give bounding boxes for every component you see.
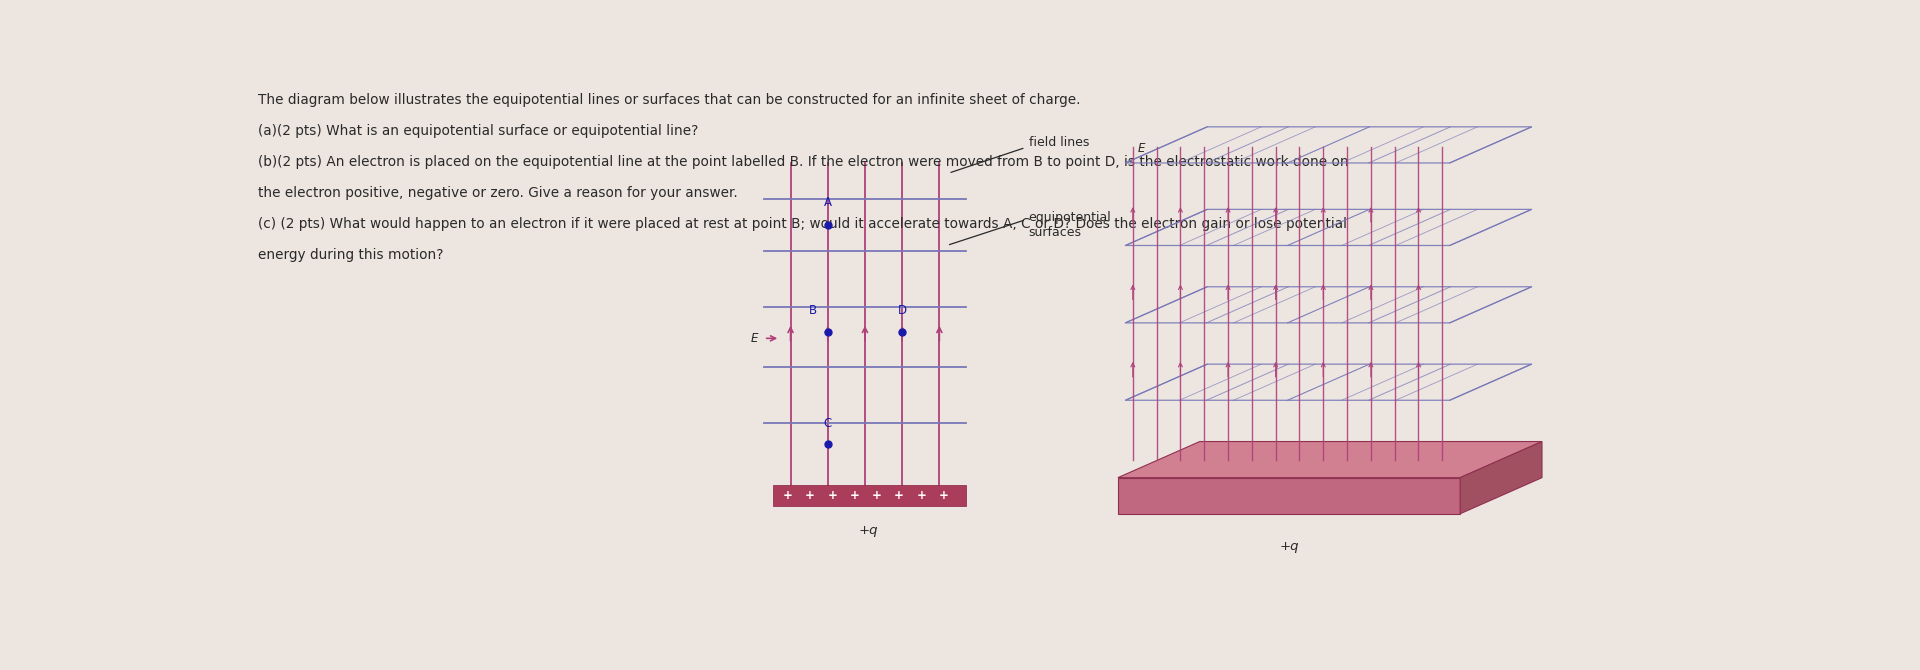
Text: (b)(2 pts) An electron is placed on the equipotential line at the point labelled: (b)(2 pts) An electron is placed on the … xyxy=(257,155,1348,170)
Polygon shape xyxy=(1117,478,1459,514)
Text: +: + xyxy=(895,489,904,502)
Text: +: + xyxy=(939,489,948,502)
Text: C: C xyxy=(824,417,831,429)
Text: (c) (2 pts) What would happen to an electron if it were placed at rest at point : (c) (2 pts) What would happen to an elec… xyxy=(257,217,1346,231)
Text: +: + xyxy=(916,489,927,502)
Text: +q: +q xyxy=(858,524,877,537)
Text: +: + xyxy=(804,489,814,502)
Text: +q: +q xyxy=(1279,539,1298,553)
Text: equipotential
surfaces: equipotential surfaces xyxy=(1029,211,1112,239)
Text: The diagram below illustrates the equipotential lines or surfaces that can be co: The diagram below illustrates the equipo… xyxy=(257,93,1081,107)
Text: +: + xyxy=(828,489,837,502)
Polygon shape xyxy=(1459,442,1542,514)
Text: +: + xyxy=(783,489,793,502)
Text: (a)(2 pts) What is an equipotential surface or equipotential line?: (a)(2 pts) What is an equipotential surf… xyxy=(257,124,699,138)
Text: the electron positive, negative or zero. Give a reason for your answer.: the electron positive, negative or zero.… xyxy=(257,186,737,200)
Polygon shape xyxy=(1117,442,1542,478)
Text: B: B xyxy=(808,304,816,317)
Text: E: E xyxy=(751,332,758,345)
Text: A: A xyxy=(824,196,831,209)
Text: +: + xyxy=(851,489,860,502)
Text: D: D xyxy=(897,304,906,317)
Text: +: + xyxy=(872,489,881,502)
Text: energy during this motion?: energy during this motion? xyxy=(257,248,444,262)
Bar xyxy=(772,485,966,506)
Text: E: E xyxy=(1137,142,1144,155)
Text: field lines: field lines xyxy=(1029,136,1089,149)
